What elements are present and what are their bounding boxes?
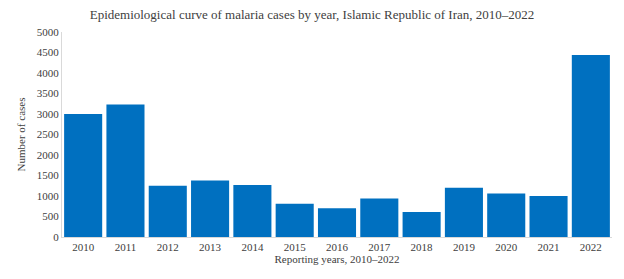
svg-text:2012: 2012	[157, 241, 179, 253]
svg-text:4500: 4500	[37, 46, 60, 58]
svg-text:2022: 2022	[580, 241, 602, 253]
svg-text:2014: 2014	[241, 241, 264, 253]
svg-text:Number of cases: Number of cases	[15, 98, 27, 172]
svg-text:2015: 2015	[284, 241, 307, 253]
svg-text:1000: 1000	[37, 190, 60, 202]
svg-text:4000: 4000	[37, 67, 60, 79]
svg-text:Epidemiological curve of malar: Epidemiological curve of malaria cases b…	[90, 7, 535, 22]
svg-text:Reporting years, 2010–2022: Reporting years, 2010–2022	[275, 253, 400, 265]
svg-text:2020: 2020	[495, 241, 517, 253]
svg-text:3500: 3500	[37, 87, 60, 99]
svg-text:2000: 2000	[37, 149, 60, 161]
svg-text:2019: 2019	[453, 241, 476, 253]
svg-text:500: 500	[42, 210, 59, 222]
svg-text:5000: 5000	[37, 26, 60, 38]
svg-text:0: 0	[53, 231, 59, 243]
svg-text:1500: 1500	[37, 169, 60, 181]
svg-text:2016: 2016	[326, 241, 349, 253]
svg-text:2011: 2011	[115, 241, 137, 253]
svg-text:2013: 2013	[199, 241, 222, 253]
svg-text:2021: 2021	[538, 241, 560, 253]
svg-text:2500: 2500	[37, 128, 60, 140]
svg-text:2017: 2017	[368, 241, 391, 253]
svg-text:2018: 2018	[411, 241, 434, 253]
svg-text:3000: 3000	[37, 108, 60, 120]
svg-text:2010: 2010	[72, 241, 95, 253]
